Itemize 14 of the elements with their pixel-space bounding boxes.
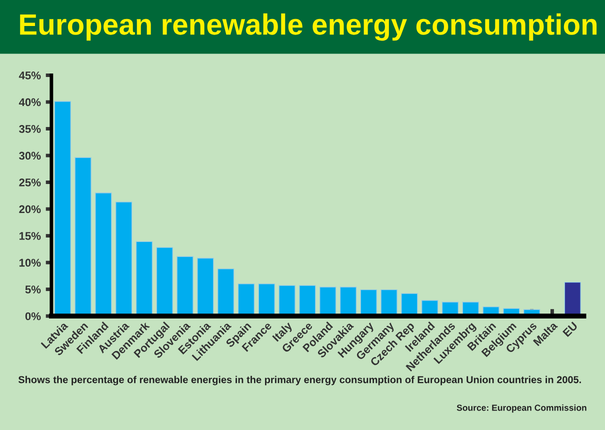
y-tick-label: 20% (19, 205, 41, 214)
y-tick-label: 45% (18, 72, 41, 80)
text: Shows the percentage of renewable energies in the primary energy consumption of European Union countries in 2005. (18, 376, 581, 386)
y-tick-label: 10% (19, 258, 41, 267)
y-tick-label: 30% (19, 152, 41, 160)
y-tick-label: 40% (18, 98, 41, 106)
y-tick-label: 25% (19, 178, 41, 186)
y-tick-label: 35% (19, 125, 41, 133)
y-tick-label: 5% (25, 286, 41, 294)
chart-title: European renewable energy consumption (20, 13, 597, 41)
y-tick-label: 15% (19, 232, 41, 240)
y-tick-label: 0% (25, 312, 41, 320)
x-tick-label: EU (562, 322, 578, 338)
source-note: Source: European Commission (456, 404, 586, 413)
